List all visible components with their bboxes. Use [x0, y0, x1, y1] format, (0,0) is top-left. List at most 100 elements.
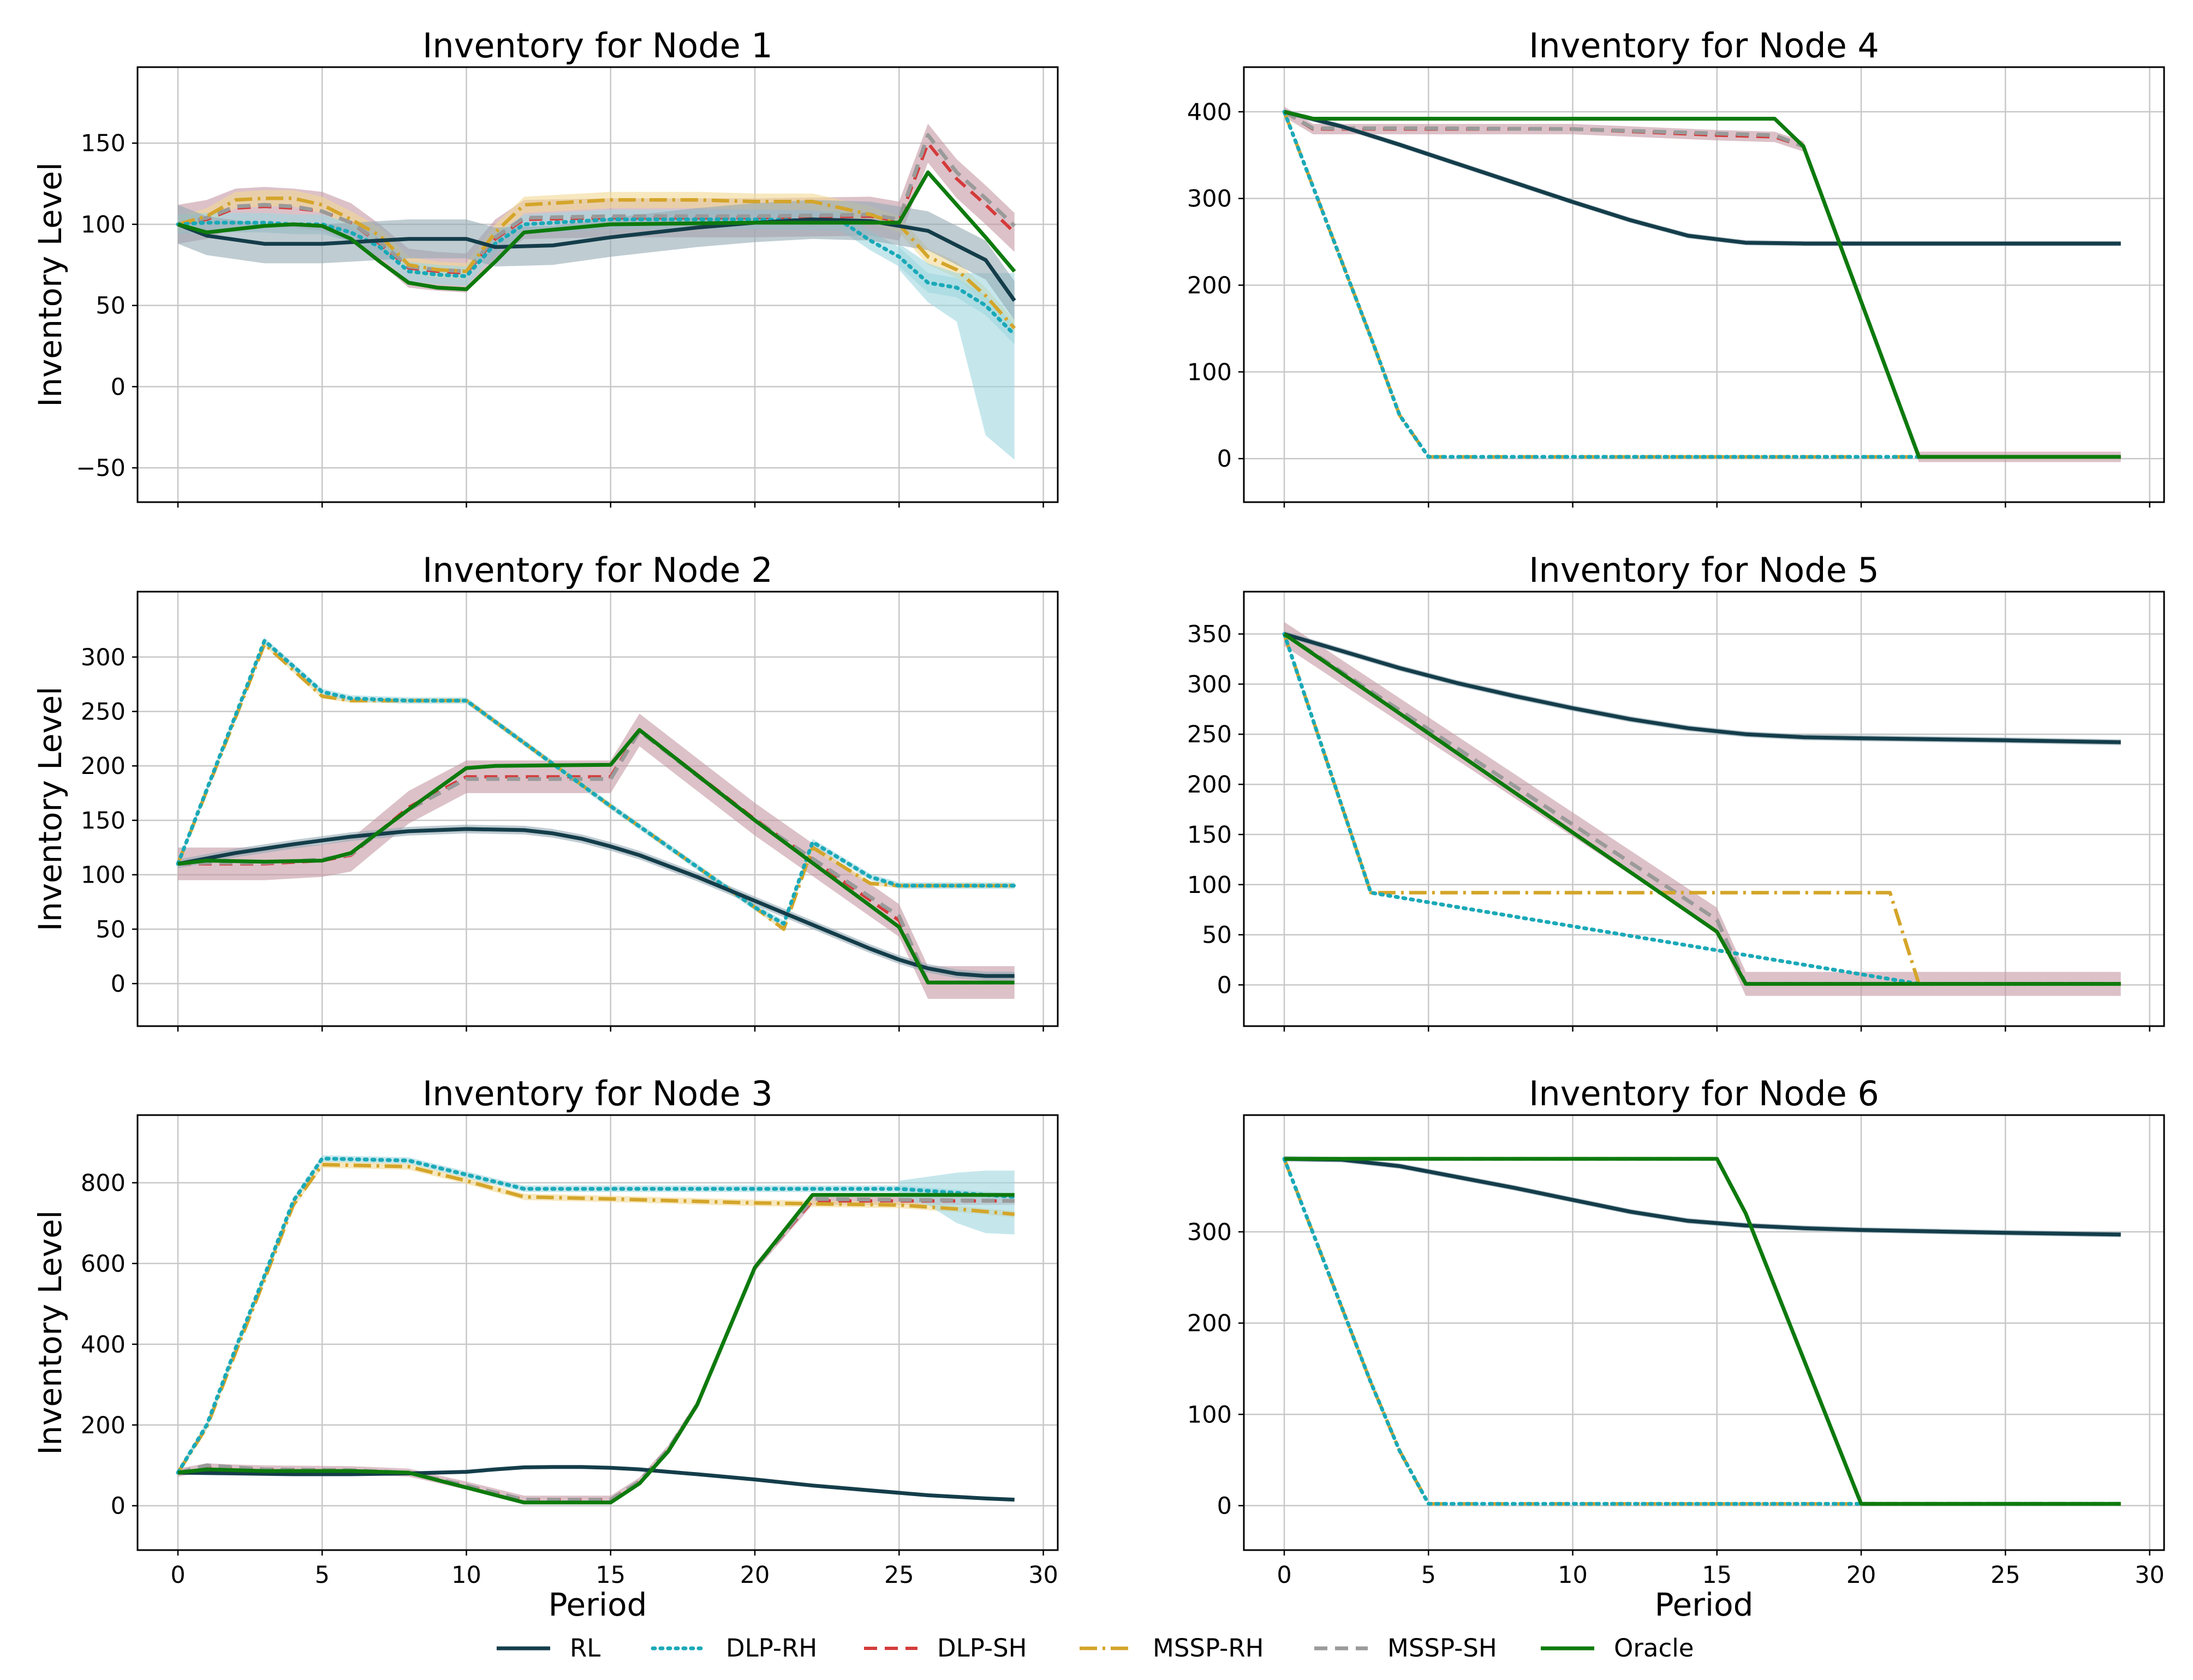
- y-tick-label: 0: [1217, 1493, 1232, 1520]
- y-tick-label: 100: [1187, 872, 1232, 899]
- y-tick-label: 200: [1187, 771, 1232, 799]
- series-line-oracle: [1283, 632, 2121, 986]
- axes-frame: [136, 591, 1059, 1027]
- legend-item-mssp-rh: MSSP-RH: [1080, 1634, 1264, 1663]
- legend-label: MSSP-SH: [1387, 1634, 1497, 1663]
- y-tick-label: 350: [1187, 621, 1232, 648]
- y-axis-label: Inventory Level: [32, 162, 69, 407]
- x-tick-label: 30: [2135, 1562, 2165, 1589]
- panel-inventory-for-node-4: 0 100 200 300 400 Inventory for Node 4: [1187, 26, 2165, 508]
- y-tick-label: 400: [81, 1331, 126, 1359]
- series-line-rl: [177, 217, 1016, 302]
- legend-label: RL: [570, 1634, 600, 1663]
- y-tick-label: 250: [1187, 721, 1232, 748]
- y-tick-label: 200: [1187, 272, 1232, 300]
- series-line-dlp-sh: [177, 141, 1016, 275]
- y-axis-label: Inventory Level: [32, 1210, 69, 1455]
- panel-inventory-for-node-3: 0 5 10 15 20 25 30 0 200 400 600 800 Inventory for N…: [32, 1074, 1059, 1623]
- x-axis-label: Period: [1655, 1586, 1754, 1623]
- series-line-dlp-rh: [176, 639, 1017, 926]
- x-tick-label: 10: [451, 1562, 481, 1589]
- legend-label: DLP-SH: [937, 1634, 1027, 1663]
- panel-title: Inventory for Node 2: [422, 550, 773, 590]
- series-line-rl: [1284, 110, 2121, 246]
- series-line-oracle: [177, 1193, 1015, 1505]
- legend-item-rl: RL: [497, 1634, 600, 1663]
- axes-frame: [136, 66, 1059, 503]
- y-tick-label: −50: [76, 455, 126, 482]
- y-tick-label: 50: [96, 916, 126, 943]
- x-tick-label: 0: [170, 1562, 185, 1589]
- plot-content: [1282, 106, 2123, 462]
- plot-area: [1244, 592, 2164, 1026]
- x-tick-label: 20: [740, 1562, 770, 1589]
- plot-area: [138, 67, 1058, 502]
- plot-content: [176, 123, 1017, 460]
- y-tick-label: 200: [81, 1412, 126, 1439]
- y-tick-label: 50: [1202, 922, 1232, 949]
- band-dlp-rh: [899, 1170, 1015, 1235]
- plot-content: [176, 1155, 1017, 1505]
- y-tick-label: 200: [81, 753, 126, 780]
- y-tick-label: 400: [1187, 99, 1232, 126]
- x-tick-label: 10: [1558, 1562, 1588, 1589]
- band-rl: [177, 200, 1015, 320]
- legend-item-mssp-sh: MSSP-SH: [1314, 1634, 1497, 1663]
- y-tick-label: 0: [111, 373, 126, 401]
- series-line-oracle: [1284, 1157, 2121, 1506]
- x-tick-label: 5: [315, 1562, 330, 1589]
- series-line-oracle: [177, 728, 1015, 985]
- plot-content: [1282, 622, 2123, 996]
- axes-frame: [136, 1114, 1059, 1551]
- series-line-rl: [1284, 1157, 2121, 1237]
- series-line-oracle: [177, 170, 1016, 291]
- legend-label: DLP-RH: [726, 1634, 817, 1663]
- x-tick-label: 25: [884, 1562, 914, 1589]
- y-tick-label: 0: [1217, 972, 1232, 999]
- legend-label: MSSP-RH: [1153, 1634, 1264, 1663]
- y-tick-label: 300: [1187, 1219, 1232, 1246]
- plot-content: [176, 637, 1017, 999]
- series-line-dlp-rh: [1282, 632, 2123, 986]
- panel-title: Inventory for Node 4: [1529, 26, 1879, 65]
- legend: RL DLP-RH DLP-SH MSSP-RH MSSP-SH Oracle: [497, 1634, 1694, 1663]
- x-tick-label: 15: [1702, 1562, 1732, 1589]
- y-tick-label: 150: [1187, 821, 1232, 849]
- y-tick-label: 50: [96, 293, 126, 320]
- series-line-oracle: [1284, 110, 2121, 459]
- y-axis-label: Inventory Level: [32, 687, 69, 932]
- y-tick-label: 300: [1187, 671, 1232, 698]
- series-line-rl: [1284, 632, 2121, 744]
- legend-item-dlp-rh: DLP-RH: [651, 1634, 817, 1663]
- panel-title: Inventory for Node 5: [1529, 550, 1879, 590]
- x-tick-label: 5: [1421, 1562, 1436, 1589]
- legend-item-oracle: Oracle: [1541, 1634, 1694, 1663]
- y-tick-label: 100: [1187, 359, 1232, 386]
- y-tick-label: 100: [81, 211, 126, 239]
- series-line-mssp-rh: [1282, 633, 2121, 986]
- series-line-dlp-rh: [176, 1157, 1017, 1475]
- legend-label: Oracle: [1614, 1634, 1694, 1663]
- plot-area: [1244, 1115, 2164, 1550]
- y-tick-label: 0: [111, 970, 126, 998]
- panel-title: Inventory for Node 6: [1529, 1074, 1879, 1113]
- band-rl: [177, 824, 1015, 981]
- series-line-rl: [177, 1465, 1015, 1502]
- x-tick-label: 30: [1028, 1562, 1058, 1589]
- y-tick-label: 800: [81, 1170, 126, 1197]
- y-tick-label: 100: [1187, 1401, 1232, 1428]
- y-tick-label: 300: [81, 644, 126, 671]
- panel-inventory-for-node-1: −50 0 50 100 150 Inventory for Node 1 Inventor…: [32, 26, 1059, 508]
- y-tick-label: 100: [81, 862, 126, 889]
- series-line-dlp-rh: [1282, 1157, 2123, 1506]
- y-tick-label: 150: [81, 130, 126, 157]
- y-tick-label: 150: [81, 807, 126, 835]
- x-tick-label: 15: [595, 1562, 625, 1589]
- series-line-dlp-rh: [1282, 110, 2123, 459]
- y-tick-label: 0: [111, 1493, 126, 1520]
- series-line-rl: [177, 827, 1015, 978]
- x-tick-label: 0: [1277, 1562, 1291, 1589]
- y-tick-label: 300: [1187, 186, 1232, 213]
